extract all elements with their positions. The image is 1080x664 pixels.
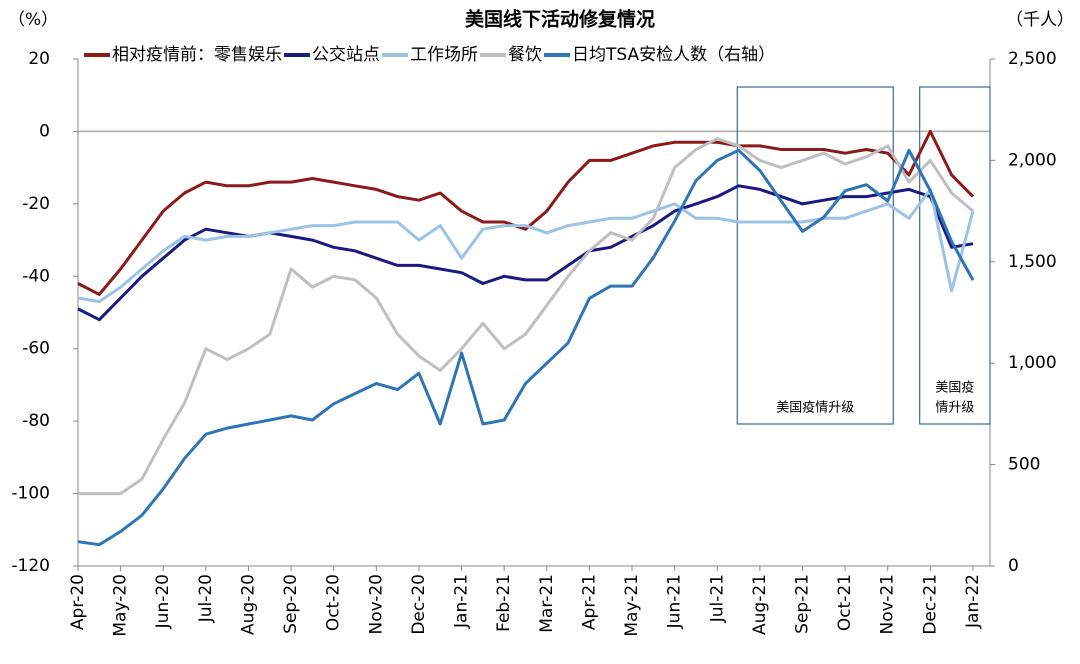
x-tick-label: Aug-21 bbox=[750, 574, 770, 635]
series-line bbox=[77, 184, 974, 322]
x-tick-label: Apr-20 bbox=[68, 574, 88, 630]
y2-axis-label: （千人） bbox=[1006, 10, 1074, 30]
y-tick-label: -100 bbox=[11, 484, 50, 504]
chart-title: 美国线下活动修复情况 bbox=[465, 8, 655, 31]
x-tick-label: Jul-21 bbox=[707, 574, 727, 623]
x-tick-label: Apr-21 bbox=[579, 574, 599, 630]
x-tick-label: Jul-20 bbox=[196, 574, 216, 623]
x-tick-label: Oct-20 bbox=[324, 574, 344, 631]
y-tick-label: -20 bbox=[22, 194, 50, 214]
x-tick-label: Feb-21 bbox=[494, 574, 514, 632]
series-line bbox=[78, 137, 974, 496]
annotation: 美国疫情升级 bbox=[776, 400, 854, 416]
x-tick-label: Nov-20 bbox=[366, 574, 386, 635]
series-line bbox=[77, 129, 975, 296]
x-tick-label: Sep-21 bbox=[792, 574, 812, 634]
x-tick-label: Dec-21 bbox=[920, 574, 940, 635]
legend-label: 餐饮 bbox=[508, 45, 542, 65]
y-tick-label: 0 bbox=[39, 121, 50, 141]
legend-label: 公交站点 bbox=[312, 45, 380, 65]
x-tick-label: Sep-20 bbox=[281, 574, 301, 634]
y-tick-label: 20 bbox=[28, 49, 50, 69]
x-tick-label: Oct-21 bbox=[835, 574, 855, 631]
x-tick-label: Jan-21 bbox=[452, 574, 472, 629]
y-axis-label: （%） bbox=[8, 10, 58, 30]
y-tick-label: -40 bbox=[22, 266, 50, 286]
annotation: 美国疫 bbox=[935, 380, 974, 396]
legend-label: 日均TSA安检人数（右轴） bbox=[572, 45, 775, 65]
y-tick-label: -80 bbox=[22, 411, 50, 431]
x-tick-label: May-21 bbox=[622, 574, 642, 637]
annotation: 情升级 bbox=[935, 401, 974, 416]
y2-tick-label: 1,500 bbox=[1008, 252, 1057, 272]
highlight-box bbox=[736, 86, 894, 425]
x-tick-label: Dec-20 bbox=[409, 574, 429, 635]
x-tick-label: Jun-21 bbox=[665, 574, 685, 629]
series-line bbox=[77, 148, 975, 547]
x-tick-label: Aug-20 bbox=[238, 574, 258, 635]
y2-tick-label: 500 bbox=[1008, 455, 1040, 475]
legend-label: 相对疫情前：零售娱乐 bbox=[112, 45, 282, 65]
x-tick-label: Jan-22 bbox=[963, 574, 983, 629]
highlight-box bbox=[919, 86, 991, 425]
series-line bbox=[77, 187, 975, 304]
y2-tick-label: 2,000 bbox=[1008, 150, 1057, 170]
y2-tick-label: 0 bbox=[1008, 556, 1019, 576]
legend-label: 工作场所 bbox=[410, 45, 478, 65]
x-tick-label: May-20 bbox=[111, 574, 131, 637]
x-tick-label: Jun-20 bbox=[153, 574, 173, 629]
y2-tick-label: 1,000 bbox=[1008, 353, 1057, 373]
y2-tick-label: 2,500 bbox=[1008, 49, 1057, 69]
y-tick-label: -60 bbox=[22, 339, 50, 359]
x-tick-label: Nov-21 bbox=[878, 574, 898, 635]
x-tick-label: Mar-21 bbox=[537, 574, 557, 633]
y-tick-label: -120 bbox=[11, 556, 50, 576]
